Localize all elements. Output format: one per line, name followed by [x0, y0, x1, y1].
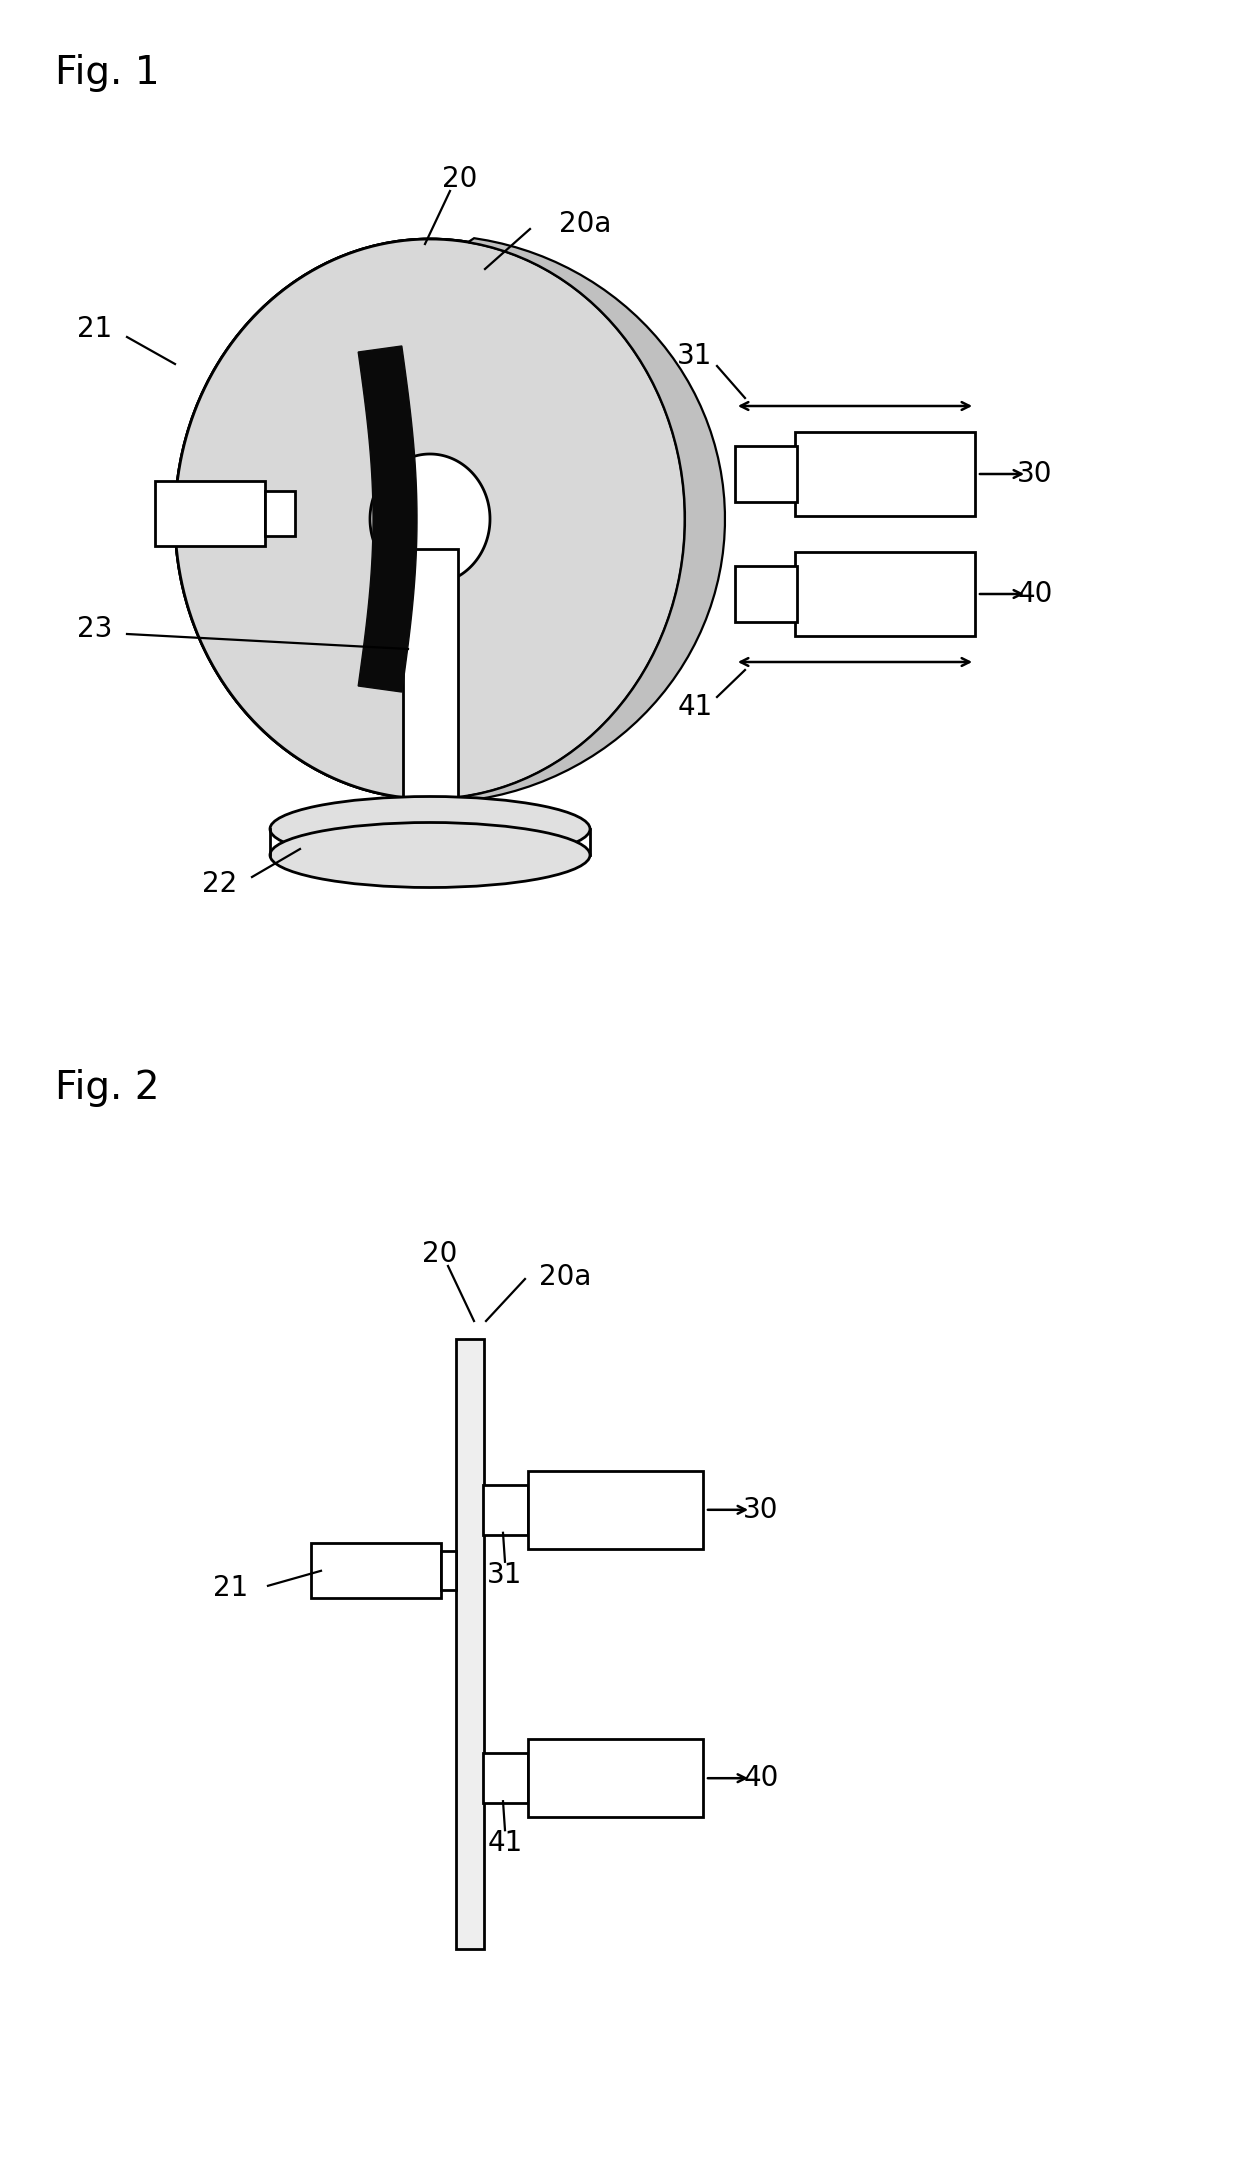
- Text: 20a: 20a: [559, 209, 611, 237]
- Text: 31: 31: [487, 1561, 523, 1589]
- Ellipse shape: [270, 823, 590, 887]
- Polygon shape: [370, 453, 490, 583]
- Text: 22: 22: [202, 870, 238, 898]
- Text: 20a: 20a: [539, 1263, 591, 1291]
- Bar: [795, 432, 975, 516]
- Text: 30: 30: [743, 1496, 779, 1524]
- Text: 23: 23: [77, 615, 113, 643]
- Text: Fig. 1: Fig. 1: [55, 54, 160, 93]
- Text: 21: 21: [213, 1574, 249, 1602]
- Bar: [528, 1470, 703, 1548]
- Text: 20: 20: [423, 1239, 458, 1267]
- Text: 21: 21: [77, 315, 113, 343]
- Bar: [456, 1339, 484, 1950]
- Bar: [155, 481, 265, 546]
- Text: 41: 41: [677, 693, 713, 721]
- Text: 20: 20: [443, 164, 477, 192]
- Ellipse shape: [270, 797, 590, 861]
- Polygon shape: [358, 345, 417, 693]
- Bar: [484, 1753, 528, 1803]
- Bar: [403, 548, 458, 829]
- Text: 40: 40: [1017, 581, 1053, 609]
- Polygon shape: [175, 240, 684, 799]
- Bar: [735, 566, 797, 622]
- Bar: [795, 553, 975, 637]
- Polygon shape: [469, 237, 725, 799]
- Text: 30: 30: [1017, 460, 1053, 488]
- Text: 40: 40: [743, 1764, 779, 1792]
- Ellipse shape: [236, 255, 684, 784]
- Ellipse shape: [175, 240, 684, 799]
- Bar: [528, 1740, 703, 1818]
- Bar: [265, 490, 295, 535]
- Bar: [735, 447, 797, 503]
- Text: 41: 41: [487, 1829, 522, 1857]
- Bar: [311, 1544, 441, 1598]
- Bar: [441, 1550, 456, 1589]
- Text: Fig. 2: Fig. 2: [55, 1069, 160, 1108]
- Bar: [484, 1485, 528, 1535]
- Text: 31: 31: [677, 341, 713, 369]
